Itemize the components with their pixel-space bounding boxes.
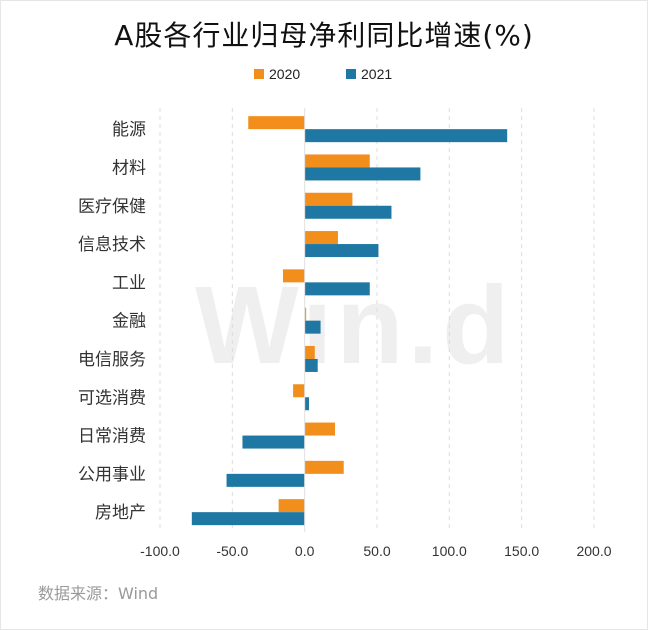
x-tick-label: -100.0 [140,543,180,559]
legend-label-2021: 2021 [361,66,392,82]
bar-2020 [304,307,307,321]
bar-2021 [304,282,370,296]
x-tick-label: 100.0 [432,543,467,559]
category-label: 金融 [112,312,146,332]
legend-swatch-2020 [254,69,264,79]
category-label: 信息技术 [78,235,146,255]
source-note: 数据来源：Wind [38,584,159,603]
bar-2021 [304,244,379,258]
category-label: 能源 [112,120,146,140]
chart-title: A股各行业归母净利同比增速(%) [114,19,534,52]
category-label: 日常消费 [78,427,146,447]
bar-2020 [248,116,305,130]
bar-2021 [191,512,305,526]
bar-2021 [226,473,305,487]
bar-2021 [304,358,318,372]
category-label: 房地产 [95,503,146,523]
x-tick-label: -50.0 [216,543,248,559]
bar-2020 [304,192,353,206]
category-label: 电信服务 [78,350,146,370]
legend-label-2020: 2020 [269,66,300,82]
x-tick-label: 0.0 [295,543,315,559]
bar-2021 [242,435,305,449]
bar-2020 [293,384,305,398]
bar-2021 [304,397,310,411]
x-tick-label: 50.0 [363,543,390,559]
category-label: 材料 [112,158,146,178]
bar-2020 [304,154,370,168]
category-label: 公用事业 [78,465,146,485]
bar-2021 [304,167,421,181]
bar-2020 [304,231,338,245]
bar-2020 [278,499,305,513]
x-tick-label: 200.0 [576,543,611,559]
bar-2020 [304,422,336,436]
x-tick-label: 150.0 [504,543,539,559]
bar-2020 [304,345,315,359]
bar-2021 [304,129,508,143]
bar-2020 [282,269,305,283]
bar-2021 [304,205,392,219]
bar-2020 [304,460,344,474]
bar-2021 [304,320,321,334]
legend-swatch-2021 [346,69,356,79]
category-label: 工业 [112,273,146,293]
category-label: 医疗保健 [78,197,146,217]
category-label: 可选消费 [78,388,146,408]
